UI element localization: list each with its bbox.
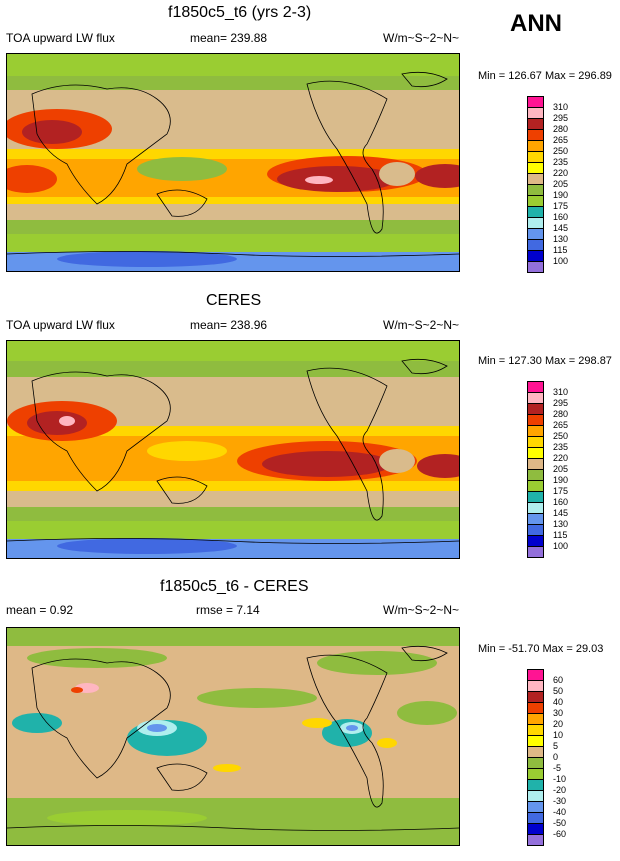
colorbar-swatch — [527, 834, 544, 846]
colorbar-tick: 100 — [553, 541, 569, 551]
colorbar-tick: 265 — [553, 135, 569, 145]
colorbar-tick: 310 — [553, 387, 569, 397]
colorbar-tick: 295 — [553, 398, 569, 408]
panel3-title: f1850c5_t6 - CERES — [160, 578, 309, 595]
panel2-minmax: Min = 127.30 Max = 298.87 — [478, 355, 612, 367]
colorbar-tick: 175 — [553, 486, 569, 496]
colorbar-tick: 10 — [553, 730, 564, 740]
colorbar-tick: 160 — [553, 212, 569, 222]
colorbar-tick: 175 — [553, 201, 569, 211]
colorbar-tick: 145 — [553, 508, 569, 518]
colorbar-swatch — [527, 261, 544, 273]
colorbar-tick: 205 — [553, 464, 569, 474]
panel3-units: W/m~S~2~N~ — [383, 603, 460, 617]
colorbar-tick: -20 — [553, 785, 567, 795]
panel2-title: CERES — [206, 292, 262, 309]
colorbar-tick: 220 — [553, 453, 569, 463]
colorbar-tick: 5 — [553, 741, 559, 751]
panel1-mean: mean= 239.88 — [190, 31, 268, 45]
colorbar-tick: 250 — [553, 431, 569, 441]
panel2-map — [6, 340, 460, 559]
colorbar-tick: 190 — [553, 475, 569, 485]
colorbar-tick: -60 — [553, 829, 567, 839]
colorbar-swatch — [527, 546, 544, 558]
colorbar-tick: 60 — [553, 675, 564, 685]
colorbar-tick: 250 — [553, 146, 569, 156]
season-annotation: ANN — [510, 10, 562, 37]
colorbar-tick: 265 — [553, 420, 569, 430]
panel1-map — [6, 53, 460, 272]
colorbar-tick: 190 — [553, 190, 569, 200]
colorbar-tick: 160 — [553, 497, 569, 507]
colorbar-tick: 20 — [553, 719, 564, 729]
panel1-left-label: TOA upward LW flux — [6, 31, 115, 45]
colorbar-tick: -50 — [553, 818, 567, 828]
panel3-rmse: rmse = 7.14 — [196, 603, 260, 617]
colorbar-tick: 310 — [553, 102, 569, 112]
panel1-units: W/m~S~2~N~ — [383, 31, 460, 45]
colorbar-tick: 130 — [553, 519, 569, 529]
colorbar-tick: 235 — [553, 157, 569, 167]
panel2-units: W/m~S~2~N~ — [383, 318, 460, 332]
colorbar-tick: -10 — [553, 774, 567, 784]
colorbar-tick: 280 — [553, 124, 569, 134]
colorbar-tick: 235 — [553, 442, 569, 452]
colorbar-tick: 145 — [553, 223, 569, 233]
colorbar-tick: -40 — [553, 807, 567, 817]
panel3-minmax: Min = -51.70 Max = 29.03 — [478, 643, 604, 655]
panel3-mean: mean = 0.92 — [6, 603, 74, 617]
colorbar-tick: 220 — [553, 168, 569, 178]
colorbar-tick: -5 — [553, 763, 562, 773]
colorbar-tick: 50 — [553, 686, 564, 696]
colorbar-tick: 0 — [553, 752, 559, 762]
colorbar-tick: 295 — [553, 113, 569, 123]
colorbar-tick: -30 — [553, 796, 567, 806]
colorbar-tick: 130 — [553, 234, 569, 244]
colorbar-tick: 40 — [553, 697, 564, 707]
panel1-title: f1850c5_t6 (yrs 2-3) — [168, 4, 312, 21]
colorbar-tick: 115 — [553, 245, 568, 255]
colorbar-tick: 30 — [553, 708, 564, 718]
panel2-mean: mean= 238.96 — [190, 318, 268, 332]
colorbar-tick: 115 — [553, 530, 568, 540]
panel2-left-label: TOA upward LW flux — [6, 318, 115, 332]
panel1-minmax: Min = 126.67 Max = 296.89 — [478, 70, 612, 82]
panel3-map — [6, 627, 460, 846]
colorbar-tick: 205 — [553, 179, 569, 189]
colorbar-tick: 280 — [553, 409, 569, 419]
colorbar-tick: 100 — [553, 256, 569, 266]
